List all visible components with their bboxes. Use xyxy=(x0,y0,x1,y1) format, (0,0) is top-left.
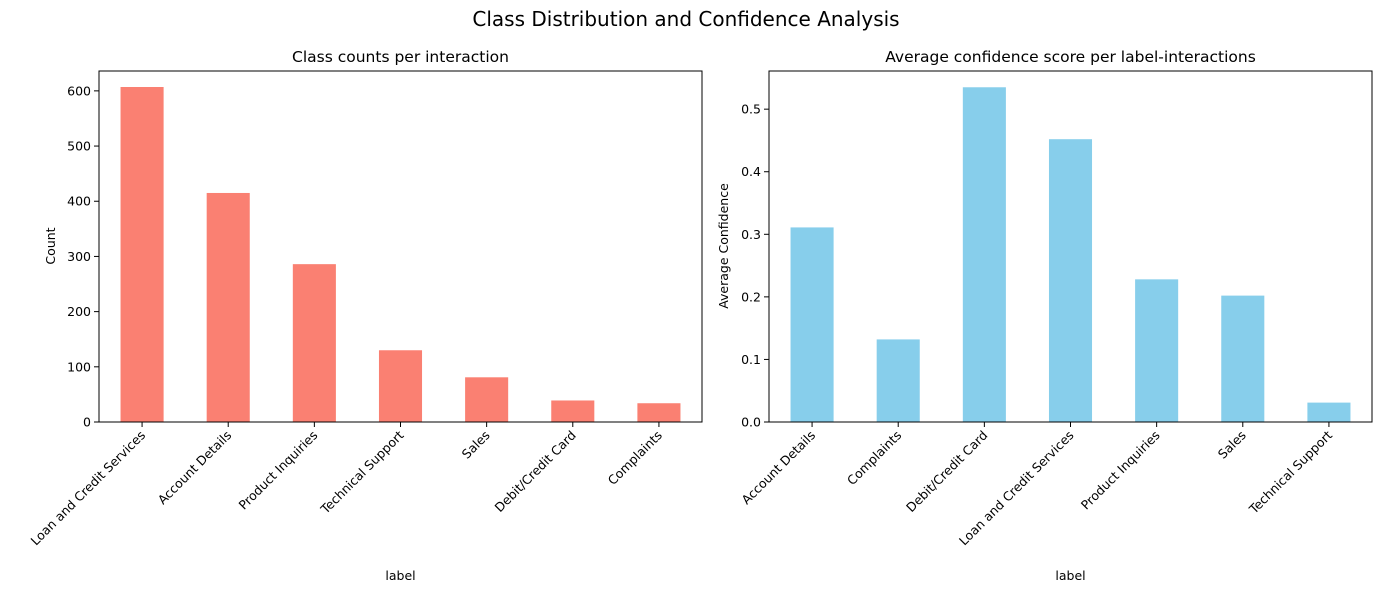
y-tick-label: 0 xyxy=(83,415,91,430)
x-tick-label-sales: Sales xyxy=(1215,428,1249,462)
x-tick-label-debit-credit-card: Debit/Credit Card xyxy=(903,428,990,515)
bar-technical-support xyxy=(1307,402,1351,422)
x-axis-label: label xyxy=(1055,568,1085,583)
y-tick-label: 0.5 xyxy=(741,102,761,117)
figure-title: Class Distribution and Confidence Analys… xyxy=(472,7,899,31)
bar-debit-credit-card xyxy=(551,400,595,422)
y-tick-label: 200 xyxy=(67,304,91,319)
x-tick-label-debit-credit-card: Debit/Credit Card xyxy=(491,428,578,515)
x-tick-label-technical-support: Technical Support xyxy=(1245,427,1335,517)
y-axis-label: Average Confidence xyxy=(716,183,731,309)
y-tick-label: 500 xyxy=(67,139,91,154)
bar-loan-and-credit-services xyxy=(120,87,164,423)
chart-title: Class counts per interaction xyxy=(292,48,509,66)
confidence-bar-chart: Average confidence score per label-inter… xyxy=(716,48,1373,583)
y-axis-label: Count xyxy=(43,227,58,264)
x-tick-label-account-details: Account Details xyxy=(155,428,235,508)
x-tick-label-complaints: Complaints xyxy=(844,428,904,488)
x-tick-label-product-inquiries: Product Inquiries xyxy=(235,428,320,513)
y-tick-label: 0.4 xyxy=(741,164,761,179)
y-tick-label: 300 xyxy=(67,249,91,264)
bar-product-inquiries xyxy=(292,264,336,422)
y-tick-label: 100 xyxy=(67,359,91,374)
bar-loan-and-credit-services xyxy=(1048,139,1093,422)
bar-complaints xyxy=(876,339,920,422)
count-bar-chart: Class counts per interaction 0 100 200 300 40… xyxy=(27,48,703,583)
x-tick-label-product-inquiries: Product Inquiries xyxy=(1078,428,1163,513)
y-tick-label: 0.3 xyxy=(741,227,761,242)
x-tick-label-account-details: Account Details xyxy=(738,428,818,508)
x-tick-label-technical-support: Technical Support xyxy=(317,427,407,517)
chart-title: Average confidence score per label-inter… xyxy=(885,48,1256,66)
y-tick-label: 0.2 xyxy=(741,289,761,304)
bar-account-details xyxy=(206,192,250,422)
bar-technical-support xyxy=(378,350,423,422)
y-tick-label: 600 xyxy=(67,83,91,98)
bar-sales xyxy=(465,377,509,422)
y-tick-label: 0.0 xyxy=(741,415,761,430)
x-axis-label: label xyxy=(385,568,415,583)
bar-sales xyxy=(1221,295,1265,422)
x-tick-label-loan-and-credit-services: Loan and Credit Services xyxy=(27,428,148,549)
x-tick-label-complaints: Complaints xyxy=(605,428,665,488)
y-tick-label: 0.1 xyxy=(741,352,761,367)
y-tick-label: 400 xyxy=(67,194,91,209)
bar-product-inquiries xyxy=(1135,279,1179,422)
bar-account-details xyxy=(790,227,834,422)
bar-debit-credit-card xyxy=(962,87,1006,422)
x-tick-label-sales: Sales xyxy=(459,428,493,462)
bar-complaints xyxy=(637,403,681,422)
